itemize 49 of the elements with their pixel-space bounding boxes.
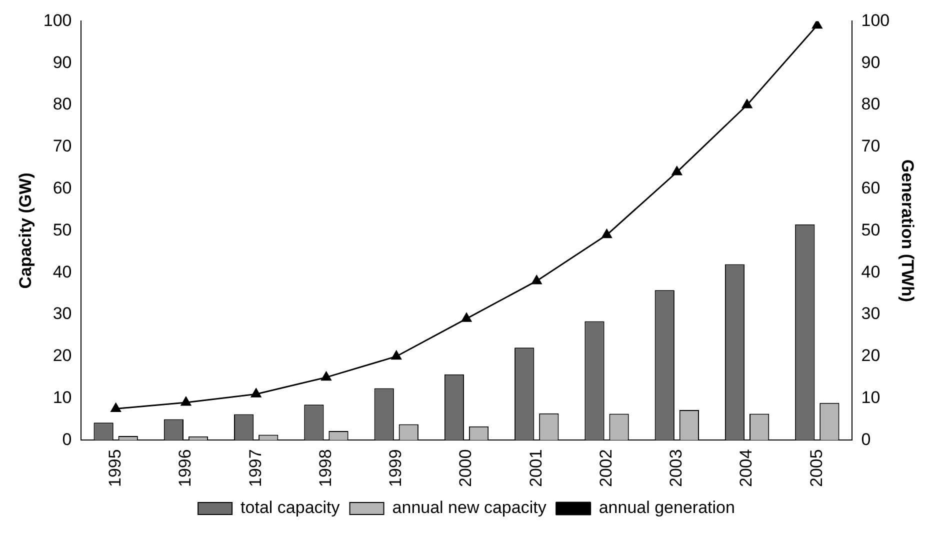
x-tick-label: 2005 <box>806 449 826 488</box>
point <box>812 21 822 29</box>
y-tick-label: 30 <box>52 304 72 324</box>
point <box>672 166 682 176</box>
y-tick-label: 50 <box>52 220 72 240</box>
y2-axis-title: Generation (TWh) <box>898 159 918 302</box>
x-tick-label: 1995 <box>106 449 125 488</box>
point <box>742 99 752 108</box>
point <box>251 388 262 398</box>
y-tick-label: 70 <box>52 136 72 156</box>
x-tick-label: 2000 <box>456 449 476 488</box>
point <box>602 229 612 238</box>
point <box>461 312 472 322</box>
y2-tick-label: 80 <box>861 94 880 114</box>
y-tick-label: 100 <box>43 10 72 30</box>
y2-tick-label: 10 <box>861 388 880 407</box>
y2-tick-label: 60 <box>861 178 880 198</box>
point <box>391 350 402 360</box>
legend-label: total capacity <box>240 498 340 518</box>
x-tick-label: 2001 <box>526 449 546 488</box>
y2-tick-label: 0 <box>861 430 871 449</box>
y2-tick-label: 50 <box>861 220 880 240</box>
x-tick-label: 2002 <box>596 449 616 488</box>
legend-label: annual new capacity <box>392 498 547 518</box>
y-tick-label: 40 <box>52 262 72 282</box>
y-axis-title: Capacity (GW) <box>16 172 35 289</box>
x-tick-label: 1997 <box>246 449 265 488</box>
y-tick-label: 60 <box>52 178 72 198</box>
point <box>321 372 332 381</box>
y-tick-label: 0 <box>62 430 72 449</box>
y-tick-label: 80 <box>52 94 72 114</box>
x-tick-label: 1999 <box>386 449 406 488</box>
point <box>110 403 121 412</box>
y2-tick-label: 90 <box>861 52 880 72</box>
x-tick-label: 2003 <box>666 449 686 488</box>
point <box>532 275 542 284</box>
y2-tick-label: 70 <box>861 136 880 156</box>
x-tick-label: 2004 <box>736 449 756 488</box>
y2-tick-label: 40 <box>861 262 880 282</box>
y-tick-label: 10 <box>52 388 72 407</box>
x-tick-label: 1998 <box>316 449 335 488</box>
y2-tick-label: 20 <box>861 346 880 366</box>
y2-tick-label: 100 <box>861 10 890 30</box>
y2-tick-label: 30 <box>861 304 880 324</box>
x-tick-label: 1996 <box>176 449 195 488</box>
point <box>180 396 192 406</box>
y-tick-label: 20 <box>52 346 72 366</box>
legend-label: annual generation <box>598 498 735 518</box>
y-tick-label: 90 <box>52 52 72 72</box>
